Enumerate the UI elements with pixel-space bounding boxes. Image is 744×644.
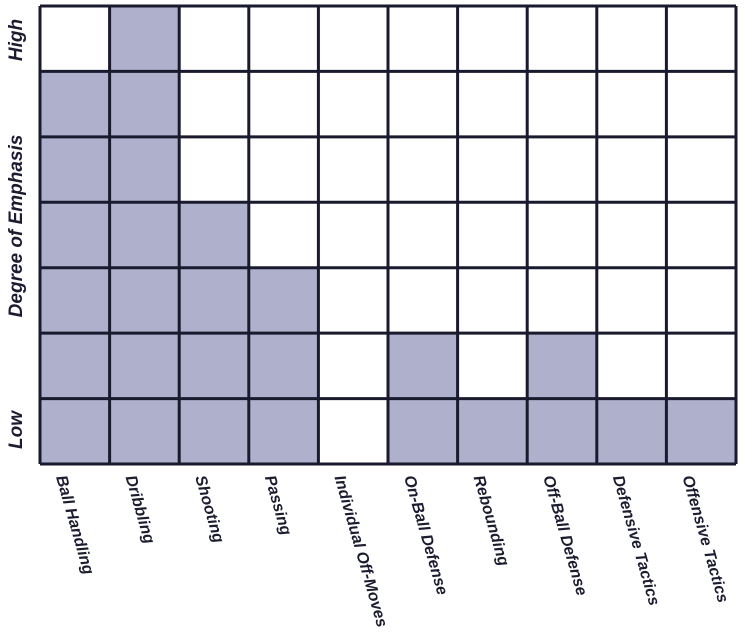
x-tick-label-shooting: Shooting xyxy=(191,474,227,546)
cell-offensive-tactics-level-6 xyxy=(666,71,736,137)
cell-defensive-tactics-level-2 xyxy=(596,333,667,399)
cell-passing-level-1 xyxy=(248,398,319,464)
cell-on-ball-defense-level-1 xyxy=(388,398,458,464)
cell-dribbling-level-6 xyxy=(109,71,180,137)
cell-on-ball-defense-level-6 xyxy=(388,71,458,137)
cell-ball-handling-level-3 xyxy=(40,267,110,334)
cell-off-ball-defense-level-4 xyxy=(527,202,597,268)
cell-dribbling-level-2 xyxy=(109,333,180,399)
cell-shooting-level-3 xyxy=(179,267,249,334)
cell-ball-handling-level-2 xyxy=(40,333,110,399)
cell-individual-off-moves-level-1 xyxy=(318,398,388,464)
cell-individual-off-moves-level-7 xyxy=(318,6,388,72)
cell-individual-off-moves-level-3 xyxy=(318,267,388,334)
cell-dribbling-level-5 xyxy=(109,136,180,203)
cell-defensive-tactics-level-6 xyxy=(596,71,667,137)
cell-ball-handling-level-7 xyxy=(40,6,110,72)
cell-defensive-tactics-level-3 xyxy=(596,267,667,334)
cell-passing-level-6 xyxy=(248,71,319,137)
x-axis-labels: Ball Handling Dribbling Shooting Passing Ind… xyxy=(52,474,731,630)
cell-passing-level-7 xyxy=(248,6,319,72)
cell-defensive-tactics-level-5 xyxy=(596,136,667,203)
cell-on-ball-defense-level-7 xyxy=(388,6,458,72)
cell-off-ball-defense-level-5 xyxy=(527,136,597,203)
x-tick-label-individual-off-moves: Individual Off-Moves xyxy=(330,474,390,630)
cell-individual-off-moves-level-5 xyxy=(318,136,388,203)
cell-shooting-level-4 xyxy=(179,202,249,268)
x-tick-label-dribbling: Dribbling xyxy=(122,474,158,546)
cell-shooting-level-7 xyxy=(179,6,249,72)
cell-shooting-level-1 xyxy=(179,398,249,464)
cell-shooting-level-2 xyxy=(179,333,249,399)
cells-layer xyxy=(40,6,736,464)
cell-off-ball-defense-level-2 xyxy=(527,333,597,399)
cell-dribbling-level-1 xyxy=(109,398,180,464)
cell-offensive-tactics-level-7 xyxy=(666,6,736,72)
cell-rebounding-level-3 xyxy=(457,267,528,334)
cell-offensive-tactics-level-5 xyxy=(666,136,736,203)
cell-individual-off-moves-level-2 xyxy=(318,333,388,399)
cell-passing-level-3 xyxy=(248,267,319,334)
cell-offensive-tactics-level-4 xyxy=(666,202,736,268)
x-tick-label-defensive-tactics: Defensive Tactics xyxy=(609,474,662,608)
cell-individual-off-moves-level-4 xyxy=(318,202,388,268)
cell-offensive-tactics-level-3 xyxy=(666,267,736,334)
y-axis-label: Degree of Emphasis xyxy=(6,135,27,318)
cell-off-ball-defense-level-7 xyxy=(527,6,597,72)
cell-defensive-tactics-level-1 xyxy=(596,398,667,464)
y-axis-low-label: Low xyxy=(6,410,27,449)
cell-defensive-tactics-level-7 xyxy=(596,6,667,72)
cell-dribbling-level-7 xyxy=(109,6,180,72)
cell-rebounding-level-5 xyxy=(457,136,528,203)
cell-on-ball-defense-level-4 xyxy=(388,202,458,268)
cell-rebounding-level-6 xyxy=(457,71,528,137)
cell-on-ball-defense-level-5 xyxy=(388,136,458,203)
cell-shooting-level-6 xyxy=(179,71,249,137)
cell-offensive-tactics-level-1 xyxy=(666,398,736,464)
cell-rebounding-level-2 xyxy=(457,333,528,399)
cell-individual-off-moves-level-6 xyxy=(318,71,388,137)
cell-passing-level-5 xyxy=(248,136,319,203)
cell-off-ball-defense-level-1 xyxy=(527,398,597,464)
grid-lines xyxy=(38,4,738,466)
cell-shooting-level-5 xyxy=(179,136,249,203)
cell-off-ball-defense-level-6 xyxy=(527,71,597,137)
y-axis-high-label: High xyxy=(6,19,27,61)
x-tick-label-off-ball-defense: Off-Ball Defense xyxy=(539,474,590,598)
cell-offensive-tactics-level-2 xyxy=(666,333,736,399)
cell-ball-handling-level-1 xyxy=(40,398,110,464)
cell-dribbling-level-4 xyxy=(109,202,180,268)
x-tick-label-passing: Passing xyxy=(261,474,294,538)
x-tick-label-on-ball-defense: On-Ball Defense xyxy=(400,474,450,598)
cell-off-ball-defense-level-3 xyxy=(527,267,597,334)
x-tick-label-ball-handling: Ball Handling xyxy=(52,474,97,577)
cell-defensive-tactics-level-4 xyxy=(596,202,667,268)
cell-passing-level-2 xyxy=(248,333,319,399)
cell-ball-handling-level-5 xyxy=(40,136,110,203)
cell-dribbling-level-3 xyxy=(109,267,180,334)
cell-ball-handling-level-4 xyxy=(40,202,110,268)
cell-rebounding-level-1 xyxy=(457,398,528,464)
cell-on-ball-defense-level-3 xyxy=(388,267,458,334)
cell-on-ball-defense-level-2 xyxy=(388,333,458,399)
cell-passing-level-4 xyxy=(248,202,319,268)
cell-ball-handling-level-6 xyxy=(40,71,110,137)
cell-rebounding-level-7 xyxy=(457,6,528,72)
cell-rebounding-level-4 xyxy=(457,202,528,268)
x-tick-label-rebounding: Rebounding xyxy=(470,474,512,569)
x-tick-label-offensive-tactics: Offensive Tactics xyxy=(678,474,731,605)
